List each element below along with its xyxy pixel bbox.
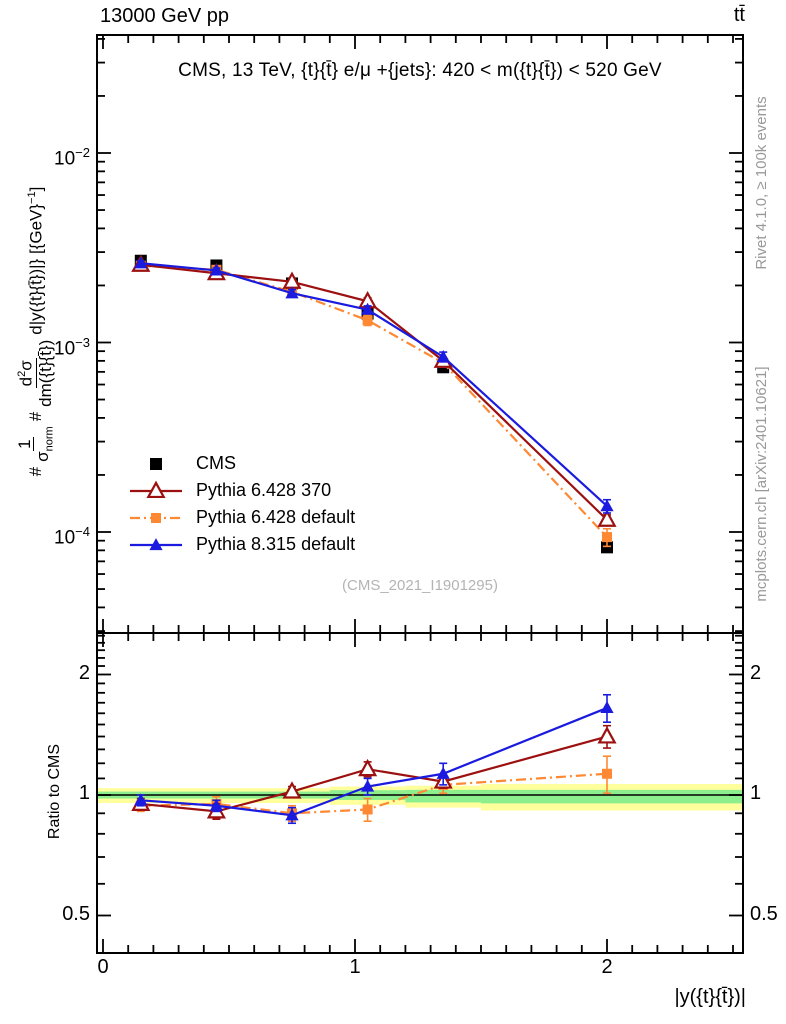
ratio-point-py6-def xyxy=(362,804,373,815)
ratio-line-py6-370 xyxy=(140,735,608,813)
y-label-hash-2: # xyxy=(26,411,45,422)
x-tick-label: 0 xyxy=(97,956,109,978)
ratio-tick-label-right: 0.5 xyxy=(750,902,778,925)
process-label: tt̄ xyxy=(733,4,745,26)
ratio-point-py8-def xyxy=(209,798,223,811)
legend: CMS Pythia 6.428 370 Pythia 6.428 default P… xyxy=(128,450,355,558)
x-tick-label: 2 xyxy=(601,956,613,978)
legend-item: CMS xyxy=(128,450,355,477)
data-point-py8-def xyxy=(134,256,148,269)
band-green-segment xyxy=(405,789,481,803)
y-label-hash-1: # xyxy=(26,466,45,477)
cms-legend-swatch-icon xyxy=(150,457,162,470)
ratio-point-py8-def xyxy=(285,808,299,821)
ratio-panel-series xyxy=(131,693,617,825)
band-green-segment xyxy=(481,789,743,804)
ratio-point-py6-370 xyxy=(597,726,617,744)
y-tick-label: 10−2 xyxy=(54,145,90,170)
ratio-tick-label-left: 0.5 xyxy=(62,902,90,925)
ratio-panel-frame xyxy=(96,632,744,954)
py8-def-legend-marker xyxy=(149,537,163,550)
ratio-tick-label-left: 1 xyxy=(78,782,90,804)
plot-title: CMS, 13 TeV, {t}{t̄} e/μ +{jets}: 420 < … xyxy=(178,60,662,81)
ratio-point-py8-def xyxy=(600,701,614,714)
ratio-uncertainty-band xyxy=(97,784,743,811)
y-tick-label: 10−3 xyxy=(54,334,90,359)
ratio-tick-label-left: 2 xyxy=(78,661,90,684)
axis-ticks xyxy=(97,35,743,953)
py6-370-legend-swatch-icon xyxy=(130,480,182,498)
data-point-py8-def xyxy=(209,263,223,276)
main-panel-series xyxy=(131,254,617,554)
ratio-point-py6-def xyxy=(602,768,612,779)
py6-def-legend-swatch-icon xyxy=(130,512,182,523)
py6-def-legend-marker xyxy=(151,512,161,523)
legend-item-label: Pythia 8.315 default xyxy=(196,534,356,554)
data-point-py6-370 xyxy=(597,509,617,527)
rivet-version-watermark: Rivet 4.1.0, ≥ 100k events xyxy=(753,96,770,270)
beam-energy-label: 13000 GeV pp xyxy=(100,5,229,27)
series-py8-def xyxy=(134,256,614,514)
ratio-series-py8-def xyxy=(134,693,614,825)
series-line-py6-370 xyxy=(140,263,608,521)
ratio-point-py8-def xyxy=(436,766,450,779)
ratio-point-py6-370 xyxy=(358,758,378,777)
ratio-line-py8-def xyxy=(140,706,608,817)
analysis-reference-label: (CMS_2021_I1901295) xyxy=(342,577,498,594)
ratio-point-py8-def xyxy=(361,779,375,792)
mcplots-watermark: mcplots.cern.ch [arXiv:2401.10621] xyxy=(753,366,770,602)
data-point-py8-def xyxy=(361,302,375,315)
data-point-py6-def xyxy=(362,315,373,326)
cms-legend-marker xyxy=(150,457,162,470)
x-axis-label: |y({t}{t̄})| xyxy=(674,986,746,1008)
ratio-tick-label-right: 2 xyxy=(750,661,762,684)
ratio-point-py8-def xyxy=(134,793,148,806)
data-point-py8-def xyxy=(285,286,299,299)
legend-item-label: Pythia 6.428 370 xyxy=(196,480,332,500)
ratio-tick-label-right: 1 xyxy=(750,782,762,804)
legend-item: Pythia 8.315 default xyxy=(128,531,355,558)
legend-item: Pythia 6.428 370 xyxy=(128,477,355,504)
series-line-py8-def xyxy=(140,262,608,507)
legend-item: Pythia 6.428 default xyxy=(128,504,355,531)
py8-def-legend-swatch-icon xyxy=(130,537,182,550)
data-point-cms xyxy=(601,541,613,554)
y-tick-label: 10−4 xyxy=(54,524,90,549)
x-tick-label: 1 xyxy=(349,956,361,978)
data-point-py6-def xyxy=(602,532,612,543)
legend-item-label: CMS xyxy=(196,453,236,473)
py6-370-legend-marker xyxy=(146,480,166,498)
y-label-fraction-norm: 1 σnorm xyxy=(14,426,56,462)
legend-item-label: Pythia 6.428 default xyxy=(196,507,356,527)
ratio-point-py6-370 xyxy=(282,781,302,799)
y-label-tail: d|y({t}{t̄})|} [{GeV}−1] xyxy=(25,186,46,335)
data-point-py8-def xyxy=(600,499,614,512)
data-point-py8-def xyxy=(436,349,450,362)
